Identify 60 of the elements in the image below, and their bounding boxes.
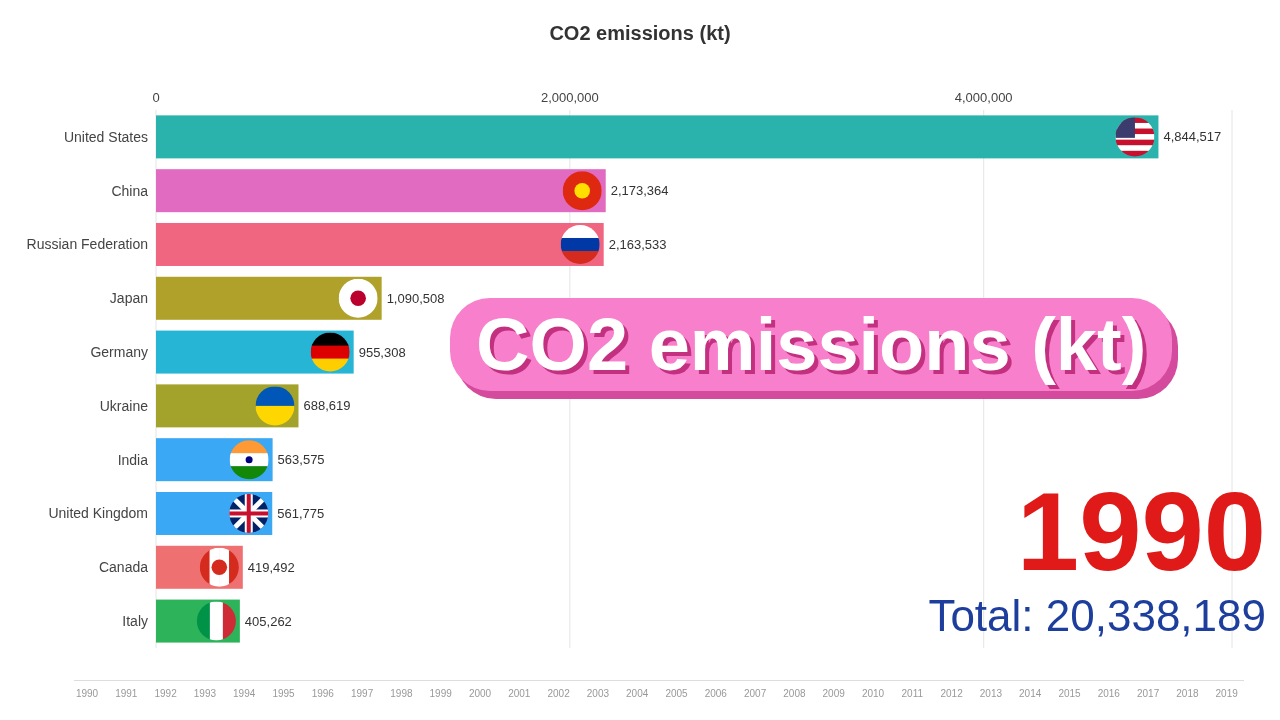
- annotation: CO2 emissions (kt): [450, 298, 1173, 391]
- text: 2014: [1018, 688, 1043, 699]
- text: 2005: [664, 688, 689, 699]
- text: 1996: [310, 688, 335, 699]
- text: 2004: [625, 688, 650, 699]
- data-label: 405,262: [244, 613, 292, 629]
- data-label: 419,492: [247, 559, 295, 575]
- text: 1999: [428, 688, 453, 699]
- x-tick-label: 0: [152, 90, 160, 105]
- x-tick-label: 4,000,000: [954, 90, 1013, 105]
- text: 1997: [349, 688, 375, 699]
- y-tick-label: Russian Federation: [26, 236, 148, 253]
- data-label: 4,844,517: [1163, 129, 1222, 145]
- text: 2007: [742, 688, 768, 699]
- y-tick-label: United Kingdom: [48, 505, 148, 522]
- text: 2015: [1057, 688, 1082, 699]
- text: 2009: [821, 688, 846, 699]
- text: 2008: [782, 688, 807, 699]
- text: 2018: [1175, 688, 1200, 699]
- text: 2017: [1135, 688, 1161, 699]
- y-tick-label: Italy: [122, 613, 148, 630]
- text: 1992: [153, 688, 178, 699]
- text: 1995: [271, 688, 296, 699]
- text: 1994: [232, 688, 257, 699]
- text: 2002: [546, 688, 571, 699]
- y-tick-label: United States: [63, 128, 148, 145]
- y-tick-label: Germany: [90, 344, 148, 361]
- bar: [156, 169, 606, 213]
- text: 2001: [507, 688, 532, 699]
- text: 1991: [114, 688, 139, 699]
- data-label: 561,775: [277, 506, 325, 522]
- data-label: 688,619: [303, 398, 351, 414]
- data-label: 955,308: [358, 344, 406, 360]
- text: 2003: [585, 688, 610, 699]
- y-tick-label: Canada: [98, 559, 149, 576]
- data-label: 2,173,364: [610, 183, 669, 199]
- text: 2013: [978, 688, 1003, 699]
- y-tick-label: Ukraine: [99, 397, 149, 414]
- text: 2010: [860, 688, 886, 699]
- y-tick-label: India: [117, 451, 149, 468]
- y-tick-label: China: [111, 182, 149, 199]
- data-label: 2,163,533: [608, 237, 667, 253]
- text: 1993: [192, 688, 217, 699]
- text: 2000: [467, 688, 493, 699]
- chart-title: CO2 emissions (kt): [548, 22, 732, 45]
- y-tick-label: Japan: [109, 290, 148, 307]
- bar: [156, 222, 604, 266]
- annotation: Total: 20,338,189: [928, 591, 1266, 641]
- text: 2012: [939, 688, 964, 699]
- text: 2011: [900, 688, 925, 699]
- text: 1998: [389, 688, 414, 699]
- text: 2016: [1096, 688, 1121, 699]
- data-label: 1,090,508: [386, 290, 445, 306]
- bar: [156, 115, 1159, 159]
- data-label: 563,575: [277, 452, 325, 468]
- text: 1990: [74, 688, 100, 699]
- text: 2019: [1214, 688, 1239, 699]
- text: 2006: [703, 688, 728, 699]
- annotation: 1990: [1016, 469, 1266, 594]
- x-tick-label: 2,000,000: [540, 90, 599, 105]
